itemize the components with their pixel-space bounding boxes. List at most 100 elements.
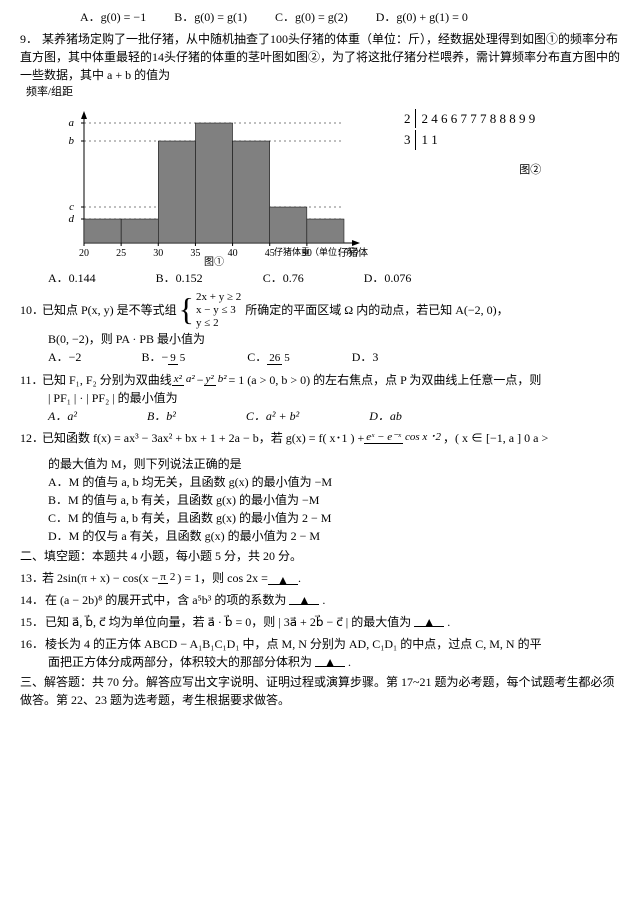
fig2-label: 图② — [398, 162, 541, 179]
q11-f1: x²a² — [172, 371, 197, 388]
svg-text:a: a — [69, 117, 75, 129]
q10-opt-d: D．3 — [352, 348, 379, 366]
svg-text:d: d — [69, 213, 75, 225]
q12: 12． 已知函数 f(x) = ax³ − 3ax² + bx + 1 + 2a… — [20, 429, 620, 447]
q9-opt-b: B．0.152 — [156, 269, 203, 287]
cd: 5 — [282, 352, 292, 364]
q9-stemleaf-wrap: 22 4 6 6 7 7 7 8 8 8 9 9 31 1 图② — [398, 107, 541, 179]
q10-sys: 2x + y ≥ 2 x − y ≤ 3 y ≤ 2 — [196, 291, 241, 331]
q9: 9．某养猪场定购了一批仔猪，从中随机抽查了100头仔猪的体重（单位：斤），经数据… — [20, 30, 620, 84]
q9-opt-c: C．0.76 — [263, 269, 304, 287]
q13-num: 13． — [20, 569, 42, 587]
q11-opt-a: A．a² — [48, 407, 77, 425]
q12-opt-c: C．M 的值与 a, b 有关，且函数 g(x) 的最小值为 2 − M — [48, 509, 620, 527]
svg-text:25: 25 — [116, 248, 126, 259]
leaf-1: 1 1 — [418, 130, 540, 150]
q14: 14． 在 (a − 2b)⁸ 的展开式中，含 a⁵b³ 的项的系数为 ▲ . — [20, 591, 620, 609]
q15: 15． 已知 a⃗, b⃗, c⃗ 均为单位向量，若 a⃗ · b⃗ = 0，则… — [20, 613, 620, 631]
q9-opt-d: D．0.076 — [364, 269, 412, 287]
q11-opt-d: D．ab — [369, 407, 402, 425]
q14-num: 14． — [20, 591, 42, 609]
q10-brace: { — [179, 297, 194, 323]
d2: b² — [216, 373, 229, 385]
q11-pre: 已知 F₁, F₂ 分别为双曲线 — [42, 371, 172, 389]
q15-blank: ▲ — [414, 613, 444, 627]
cpre: C． — [247, 350, 267, 364]
q11-line2: | PF₁ | · | PF₂ | 的最小值为 — [48, 389, 620, 407]
q16-end: . — [348, 655, 351, 669]
q16-blank: ▲ — [315, 653, 345, 667]
q16-l2: 面把正方体分成两部分，体积较大的那部分体积为 — [48, 655, 312, 669]
d1: a² — [184, 373, 197, 385]
q13-end: . — [298, 569, 301, 587]
bpre: B．− — [141, 350, 168, 364]
q16: 16． 棱长为 4 的正方体 ABCD − A₁B₁C₁D₁ 中，点 M, N … — [20, 635, 620, 653]
svg-text:c: c — [69, 201, 74, 213]
q13-blank: ▲ — [268, 571, 298, 585]
q11-f2: y²b² — [204, 371, 229, 388]
q11: 11． 已知 F₁, F₂ 分别为双曲线 x²a² − y²b² = 1 (a … — [20, 371, 620, 389]
q11-num: 11． — [20, 371, 42, 389]
q16-text: 棱长为 4 的正方体 ABCD − A₁B₁C₁D₁ 中，点 M, N 分别为 … — [45, 637, 542, 651]
q13: 13． 若 2sin(π + x) − cos(x − π2 ) = 1，则 c… — [20, 569, 620, 587]
q9-num: 9． — [20, 30, 42, 48]
svg-text:40: 40 — [228, 248, 238, 259]
stem-0: 2 — [400, 109, 416, 129]
sys0: 2x + y ≥ 2 — [196, 291, 241, 304]
svg-text:仔猪体重（单位：斤）: 仔猪体重（单位：斤） — [274, 246, 364, 257]
q15-end: . — [447, 615, 450, 629]
q10-l2: B(0, −2)，则 PA · PB 最小值为 — [48, 332, 205, 346]
pn: π — [158, 571, 168, 584]
q14-end: . — [322, 593, 325, 607]
q9-opts: A．0.144 B．0.152 C．0.76 D．0.076 — [48, 269, 620, 287]
q16-num: 16． — [20, 635, 42, 653]
stem-leaf-table: 22 4 6 6 7 7 7 8 8 8 9 9 31 1 — [398, 107, 541, 152]
svg-text:35: 35 — [190, 248, 200, 259]
q12-opt-d: D．M 的仅与 a 有关，且函数 g(x) 的最小值为 2 − M — [48, 527, 620, 545]
fd: cos x ･2 — [403, 431, 443, 443]
q9-opt-a: A．0.144 — [48, 269, 96, 287]
opt-a: A．g(0) = −1 — [80, 8, 146, 26]
opt-b: B．g(0) = g(1) — [174, 8, 247, 26]
q10-pre: 已知点 P(x, y) 是不等式组 — [42, 301, 177, 319]
q16-line2: 面把正方体分成两部分，体积较大的那部分体积为 ▲ . — [48, 653, 620, 671]
q10-line2: B(0, −2)，则 PA · PB 最小值为 — [48, 330, 620, 348]
q11-opt-c: C．a² + b² — [246, 407, 299, 425]
bn: 9 — [168, 352, 178, 365]
q11-eq: = 1 (a > 0, b > 0) 的左右焦点，点 P 为双曲线上任意一点，则 — [229, 371, 542, 389]
q13-mid: ) = 1，则 cos 2x = — [177, 569, 268, 587]
q14-blank: ▲ — [289, 591, 319, 605]
q8-options: A．g(0) = −1 B．g(0) = g(1) C．g(0) = g(2) … — [80, 8, 620, 26]
q13-pre: 若 2sin(π + x) − cos(x − — [42, 569, 158, 587]
svg-text:b: b — [69, 135, 75, 147]
pd: 2 — [168, 571, 178, 583]
opt-c: C．g(0) = g(2) — [275, 8, 348, 26]
q14-text: 在 (a − 2b)⁸ 的展开式中，含 a⁵b³ 的项的系数为 — [45, 593, 286, 607]
leaf-0: 2 4 6 6 7 7 7 8 8 8 9 9 — [418, 109, 540, 129]
n2: y² — [204, 373, 216, 386]
n1: x² — [172, 373, 184, 386]
q15-num: 15． — [20, 613, 42, 631]
q9-ylabel: 频率/组距 — [26, 84, 620, 101]
q10-post: 所确定的平面区域 Ω 内的动点，若已知 A(−2, 0)， — [245, 301, 508, 319]
q9-chart-area: dcba20253035404550图① 仔猪体重（单位：斤）仔猪体重（单位：斤… — [48, 107, 620, 267]
section3-head: 三、解答题：共 70 分。解答应写出文字说明、证明过程或演算步骤。第 17~21… — [20, 673, 620, 709]
opt-d: D．g(0) + g(1) = 0 — [376, 8, 468, 26]
mid: − — [197, 371, 204, 389]
q12-line2: 的最大值为 M，则下列说法正确的是 — [48, 455, 620, 473]
q10-opt-b: B．−95 — [141, 348, 187, 367]
q12-opt-a: A．M 的值与 a, b 均无关，且函数 g(x) 的最小值为 −M — [48, 473, 620, 491]
q11-opts: A．a² B．b² C．a² + b² D．ab — [48, 407, 620, 425]
stem-1: 3 — [400, 130, 416, 150]
histogram-chart: dcba20253035404550图① 仔猪体重（单位：斤）仔猪体重（单位：斤… — [48, 107, 368, 267]
svg-text:20: 20 — [79, 248, 89, 259]
sys2: y ≤ 2 — [196, 317, 241, 330]
q10-opt-c: C．265 — [247, 348, 292, 367]
sys1: x − y ≤ 3 — [196, 304, 241, 317]
q12-tail: ，( x ∈ [−1, a ] 0 a > — [443, 429, 548, 447]
q12-frac: eˣ − e⁻ˣcos x ･2 — [364, 429, 443, 446]
q12-num: 12． — [20, 429, 42, 447]
q10-opts: A．−2 B．−95 C．265 D．3 — [48, 348, 620, 367]
q11-opt-b: B．b² — [147, 407, 176, 425]
bd: 5 — [178, 352, 188, 364]
